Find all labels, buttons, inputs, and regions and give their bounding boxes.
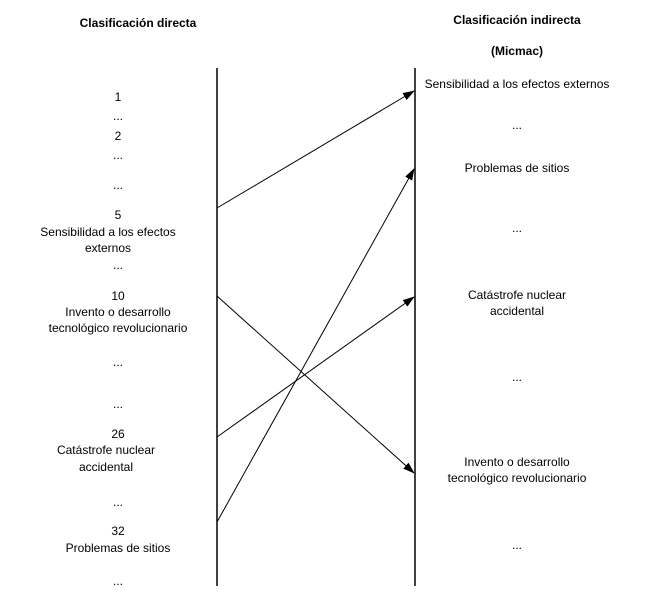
arrow-invento: [216, 295, 415, 474]
arrow-catastrofe: [216, 296, 415, 438]
right-item-label: tecnológico revolucionario: [447, 471, 587, 485]
left-item-rank: 10: [111, 289, 125, 303]
right-item-label: Catástrofe nuclear: [467, 288, 567, 302]
left-item-ellipsis: ...: [112, 258, 123, 272]
left-item-label: externos: [84, 241, 132, 255]
left-item-ellipsis: ...: [112, 355, 123, 369]
left-item-rank: 32: [111, 524, 125, 538]
left-item-rank: 2: [114, 129, 122, 143]
left-item-ellipsis: ...: [112, 109, 123, 123]
left-column-title: Clasificación directa: [79, 16, 197, 30]
right-column-subtitle: (Micmac): [490, 44, 543, 58]
right-item-label: Invento o desarrollo: [464, 455, 570, 469]
left-item-label: accidental: [78, 460, 134, 474]
left-item-label: Sensibilidad a los efectos: [40, 225, 176, 239]
arrow-problemas: [216, 168, 415, 523]
left-item-label: Catástrofe nuclear: [56, 443, 156, 457]
left-item-rank: 5: [114, 208, 122, 222]
left-item-label: Invento o desarrollo: [65, 305, 171, 319]
arrow-sensibilidad: [216, 90, 415, 209]
left-item-label: tecnológico revolucionario: [48, 321, 188, 335]
right-item-label: accidental: [489, 304, 545, 318]
left-item-ellipsis: ...: [112, 574, 123, 588]
right-item-label: Problemas de sitios: [464, 161, 570, 175]
left-item-ellipsis: ...: [112, 495, 123, 509]
right-item-ellipsis: ...: [511, 118, 522, 132]
left-item-ellipsis: ...: [112, 397, 123, 411]
left-item-label: Problemas de sitios: [65, 541, 171, 555]
right-item-label: Sensibilidad a los efectos externos: [424, 77, 610, 91]
right-column-title: Clasificación indirecta: [453, 13, 581, 27]
left-item-ellipsis: ...: [112, 148, 123, 162]
left-item-rank: 1: [114, 90, 122, 104]
left-item-rank: 26: [111, 427, 125, 441]
right-item-ellipsis: ...: [511, 538, 522, 552]
right-item-ellipsis: ...: [511, 370, 522, 384]
left-item-ellipsis: ...: [112, 178, 123, 192]
right-item-ellipsis: ...: [511, 221, 522, 235]
